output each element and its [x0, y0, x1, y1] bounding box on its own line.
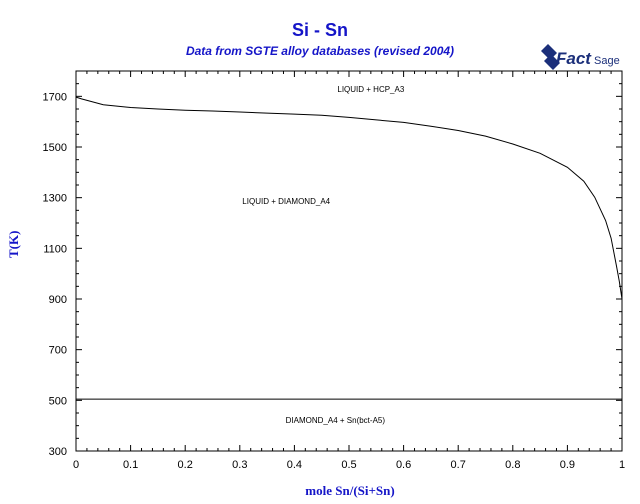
- x-tick-label: 0.1: [123, 459, 138, 471]
- x-tick-label: 0.3: [232, 459, 247, 471]
- x-tick-label: 0.4: [287, 459, 302, 471]
- factsage-logo-graphic: Fact Sage: [541, 44, 620, 70]
- y-tick-label: 300: [49, 446, 67, 458]
- logo-text-sage: Sage: [594, 55, 620, 67]
- x-axis-label: mole Sn/(Si+Sn): [305, 483, 395, 498]
- chart-title: Si - Sn: [291, 20, 348, 40]
- factsage-logo: Fact Sage: [538, 41, 622, 80]
- phase-region-label: LIQUID + DIAMOND_A4: [242, 197, 330, 206]
- x-tick-label: 0: [73, 459, 79, 471]
- logo-text-fact: Fact: [556, 49, 592, 68]
- x-tick-label: 0.7: [451, 459, 466, 471]
- y-tick-label: 1300: [43, 193, 67, 205]
- y-tick-label: 1500: [43, 142, 67, 154]
- phase-region-labels: LIQUID + HCP_A3 LIQUID + DIAMOND_A4 DIAMON…: [242, 85, 405, 425]
- y-tick-label: 500: [49, 395, 67, 407]
- y-axis-ticks: 300 500 700 900 1100 1300 1500 1700: [43, 70, 622, 458]
- y-tick-label: 1100: [43, 243, 67, 255]
- x-tick-label: 0.5: [341, 459, 356, 471]
- phase-boundaries: [75, 96, 623, 400]
- y-tick-label: 700: [49, 345, 67, 357]
- phase-boundary-line: [75, 96, 623, 300]
- y-tick-label: 900: [49, 294, 67, 306]
- x-tick-label: 0.8: [505, 459, 520, 471]
- x-tick-label: 1: [619, 459, 625, 471]
- phase-region-label: LIQUID + HCP_A3: [337, 85, 404, 94]
- x-tick-label: 0.9: [560, 459, 575, 471]
- chart-subtitle: Data from SGTE alloy databases (revised …: [185, 44, 455, 58]
- x-tick-label: 0.2: [178, 459, 193, 471]
- x-tick-label: 0.6: [396, 459, 411, 471]
- plot-frame: [75, 70, 623, 452]
- phase-region-label: DIAMOND_A4 + Sn(bct-A5): [286, 416, 386, 425]
- x-axis-ticks: 0 0.1 0.2 0.3 0.4 0.5 0.6 0.7 0.8 0.9 1: [73, 71, 625, 471]
- y-tick-label: 1700: [43, 91, 67, 103]
